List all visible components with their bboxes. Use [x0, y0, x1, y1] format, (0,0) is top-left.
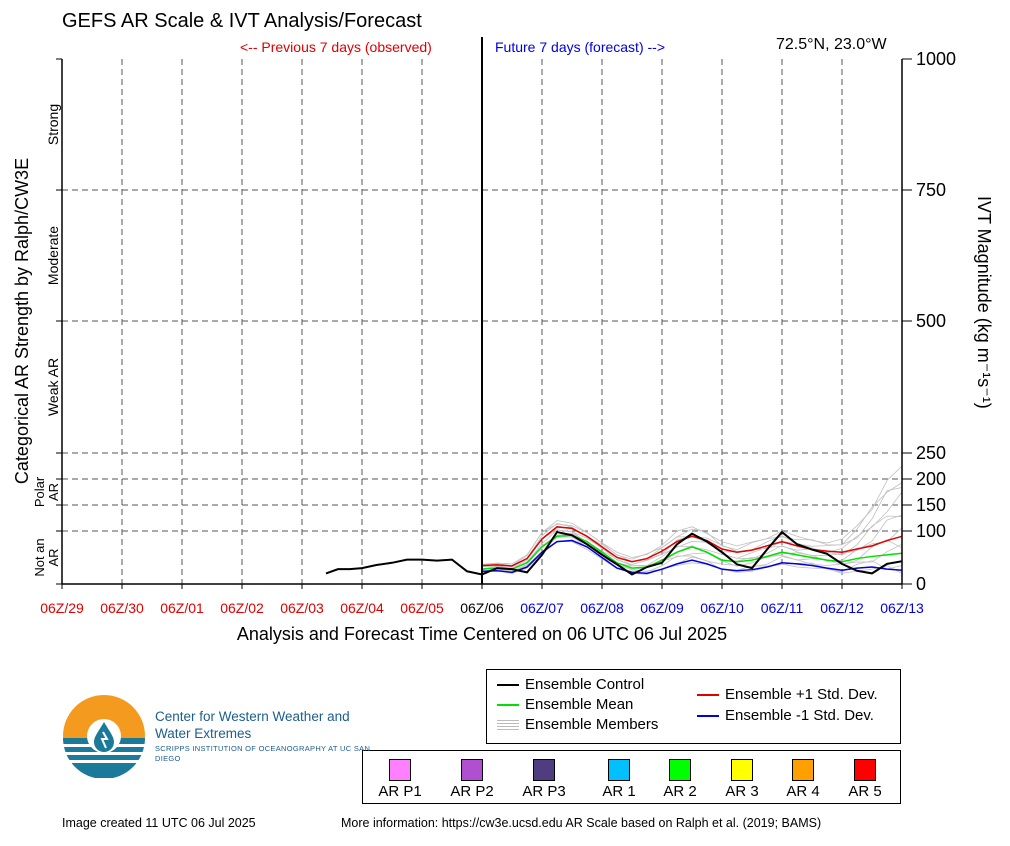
category-item: AR P3 [514, 759, 574, 800]
category-label: AR 4 [786, 783, 820, 800]
image-created-text: Image created 11 UTC 06 Jul 2025 [62, 816, 256, 830]
more-information-text: More information: https://cw3e.ucsd.edu … [341, 816, 822, 830]
ensemble-member-line [481, 536, 903, 573]
x-axis-title: Analysis and Forecast Time Centered on 0… [236, 624, 728, 644]
chart-title: GEFS AR Scale & IVT Analysis/Forecast [62, 10, 422, 32]
y-tick-label: 150 [916, 495, 946, 515]
y-tick-label: 750 [916, 180, 946, 200]
location-coordinates: 72.5°N, 23.0°W [776, 36, 887, 53]
x-tick-label: 06Z/09 [640, 600, 684, 616]
category-swatch [389, 759, 411, 781]
org-subtitle: SCRIPPS INSTITUTION OF OCEANOGRAPHY AT U… [155, 744, 371, 763]
x-tick-label: 06Z/13 [880, 600, 924, 616]
legend-plus: Ensemble +1 Std. Dev. [697, 686, 878, 703]
legend-minus: Ensemble -1 Std. Dev. [697, 707, 874, 724]
category-swatch [461, 759, 483, 781]
category-label: AR P1 [378, 783, 422, 800]
x-tick-label: 06Z/03 [280, 600, 324, 616]
ensemble-plus-line [481, 526, 903, 567]
category-label: AR 2 [663, 783, 697, 800]
category-legend: AR P1 AR P2 AR P3 AR 1 AR 2 AR 3 AR 4 AR 5 [362, 750, 901, 804]
category-label: PolarAR [32, 476, 61, 507]
x-tick-label: 06Z/04 [340, 600, 384, 616]
legend-minus-label: Ensemble -1 Std. Dev. [725, 707, 874, 724]
category-swatch [669, 759, 691, 781]
legend-plus-label: Ensemble +1 Std. Dev. [725, 686, 878, 703]
ensemble-member-line [481, 465, 903, 565]
category-swatch [731, 759, 753, 781]
legend-mean: Ensemble Mean [497, 696, 633, 713]
x-tick-label: 06Z/01 [160, 600, 204, 616]
category-swatch [792, 759, 814, 781]
line-legend: Ensemble Control Ensemble Mean Ensemble … [486, 669, 901, 744]
x-tick-label: 06Z/29 [40, 600, 84, 616]
org-name: Center for Western Weather and Water Ext… [155, 709, 350, 741]
minus-swatch [697, 714, 719, 717]
category-item: AR P1 [370, 759, 430, 800]
category-label: Not anAR [32, 538, 61, 576]
y-tick-label: 500 [916, 311, 946, 331]
y-axis-title-left: Categorical AR Strength by Ralph/CW3E [12, 158, 32, 484]
category-label: AR 1 [602, 783, 636, 800]
category-label: AR P2 [450, 783, 494, 800]
y-tick-label: 1000 [916, 49, 956, 69]
legend-members-label: Ensemble Members [525, 716, 659, 733]
category-label: AR P3 [522, 783, 566, 800]
category-item: AR 3 [712, 759, 772, 800]
category-label: Moderate [45, 226, 61, 285]
previous-days-label: <-- Previous 7 days (observed) [240, 39, 432, 55]
x-tick-label: 06Z/11 [761, 600, 804, 616]
ensemble-control-line [325, 530, 903, 576]
mean-swatch [497, 703, 519, 706]
category-label: AR 5 [848, 783, 882, 800]
y-tick-label: 100 [916, 521, 946, 541]
plus-swatch [697, 693, 719, 696]
future-days-label: Future 7 days (forecast) --> [495, 39, 666, 55]
ensemble-member-line [481, 515, 903, 569]
category-item: AR 2 [650, 759, 710, 800]
control-swatch [497, 683, 519, 686]
x-tick-label: 06Z/02 [220, 600, 264, 616]
x-tick-label: 06Z/10 [700, 600, 744, 616]
category-swatch [854, 759, 876, 781]
category-item: AR 4 [773, 759, 833, 800]
x-tick-label: 06Z/05 [400, 600, 444, 616]
legend-members: Ensemble Members [497, 716, 658, 733]
category-label: AR 3 [725, 783, 759, 800]
x-tick-label: 06Z/30 [100, 600, 144, 616]
category-item: AR P2 [442, 759, 502, 800]
category-item: AR 5 [835, 759, 895, 800]
x-tick-label: 06Z/12 [820, 600, 864, 616]
members-swatch [497, 719, 519, 730]
category-label: Strong [45, 104, 61, 145]
ivt-chart: 06Z/29 06Z/30 06Z/01 06Z/02 06Z/03 06Z/04 06Z/… [12, 37, 994, 616]
category-swatch [608, 759, 630, 781]
x-tick-label: 06Z/07 [520, 600, 564, 616]
y-tick-label: 200 [916, 469, 946, 489]
ensemble-member-line [481, 482, 903, 566]
x-tick-label: 06Z/08 [580, 600, 624, 616]
category-swatch [533, 759, 555, 781]
legend-mean-label: Ensemble Mean [525, 696, 634, 713]
y-tick-label: 250 [916, 443, 946, 463]
ensemble-minus-line [481, 539, 903, 575]
x-tick-label: 06Z/06 [460, 600, 504, 616]
legend-control-label: Ensemble Control [525, 676, 645, 693]
legend-control: Ensemble Control [497, 676, 644, 693]
y-axis-title-right: IVT Magnitude (kg m⁻¹s⁻¹) [974, 196, 994, 409]
y-tick-label: 0 [916, 574, 926, 594]
cw3e-logo-icon [63, 695, 145, 778]
category-item: AR 1 [589, 759, 649, 800]
category-label: Weak AR [45, 358, 61, 416]
